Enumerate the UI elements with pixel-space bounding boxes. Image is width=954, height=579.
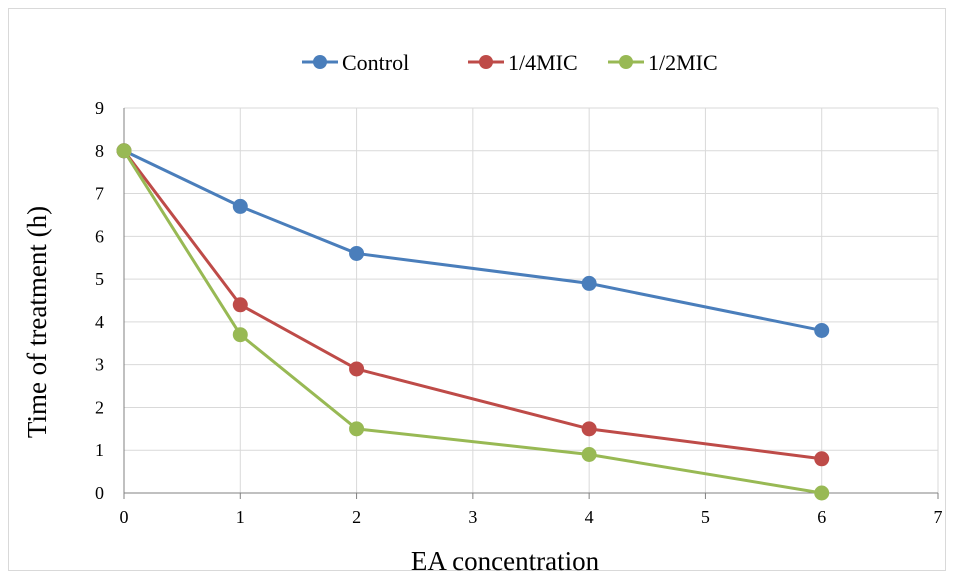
legend-label: 1/2MIC (648, 50, 718, 75)
data-point (814, 322, 830, 338)
data-point (232, 198, 248, 214)
data-point (349, 245, 365, 261)
data-point (232, 327, 248, 343)
data-point (349, 361, 365, 377)
y-axis-title: Time of treatment (h) (22, 206, 52, 438)
x-tick-label: 0 (120, 507, 129, 527)
legend: Control 1/4MIC 1/2MIC (302, 50, 718, 75)
axes: 0 1 2 3 4 5 6 7 8 9 0 1 2 3 4 5 6 7 (95, 98, 943, 527)
legend-marker-swatch (313, 55, 327, 69)
x-tick-label: 2 (352, 507, 361, 527)
x-tick-label: 1 (236, 507, 245, 527)
chart-frame (8, 8, 946, 571)
series-1-2mic (116, 143, 830, 501)
legend-marker-swatch (479, 55, 493, 69)
y-tick-label: 1 (95, 440, 104, 460)
y-tick-label: 2 (95, 397, 104, 417)
y-tick-label: 7 (95, 184, 104, 204)
series-lines (116, 143, 830, 501)
x-tick-label: 4 (585, 507, 594, 527)
data-point (232, 297, 248, 313)
legend-entry: 1/4MIC (468, 50, 578, 75)
y-tick-label: 3 (95, 355, 104, 375)
legend-entry: 1/2MIC (608, 50, 718, 75)
x-tick-label: 5 (701, 507, 710, 527)
x-tick-label: 6 (817, 507, 826, 527)
y-tick-label: 4 (95, 312, 104, 332)
x-tick-label: 7 (934, 507, 943, 527)
y-tick-label: 8 (95, 141, 104, 161)
data-point (581, 447, 597, 462)
y-tick-label: 6 (95, 226, 104, 246)
data-point (814, 451, 830, 467)
data-point (814, 485, 830, 501)
x-tick-label: 3 (468, 507, 477, 527)
legend-marker-swatch (619, 55, 633, 69)
legend-label: Control (342, 50, 409, 75)
data-point (581, 421, 597, 437)
legend-label: 1/4MIC (508, 50, 578, 75)
data-point (349, 421, 365, 437)
series-1-4mic (116, 143, 830, 467)
data-point (581, 275, 597, 291)
y-tick-label: 5 (95, 269, 104, 289)
legend-entry: Control (302, 50, 409, 75)
y-tick-label: 9 (95, 98, 104, 118)
x-axis-title: EA concentration (411, 546, 600, 576)
data-point (116, 143, 132, 159)
y-tick-label: 0 (95, 483, 104, 503)
